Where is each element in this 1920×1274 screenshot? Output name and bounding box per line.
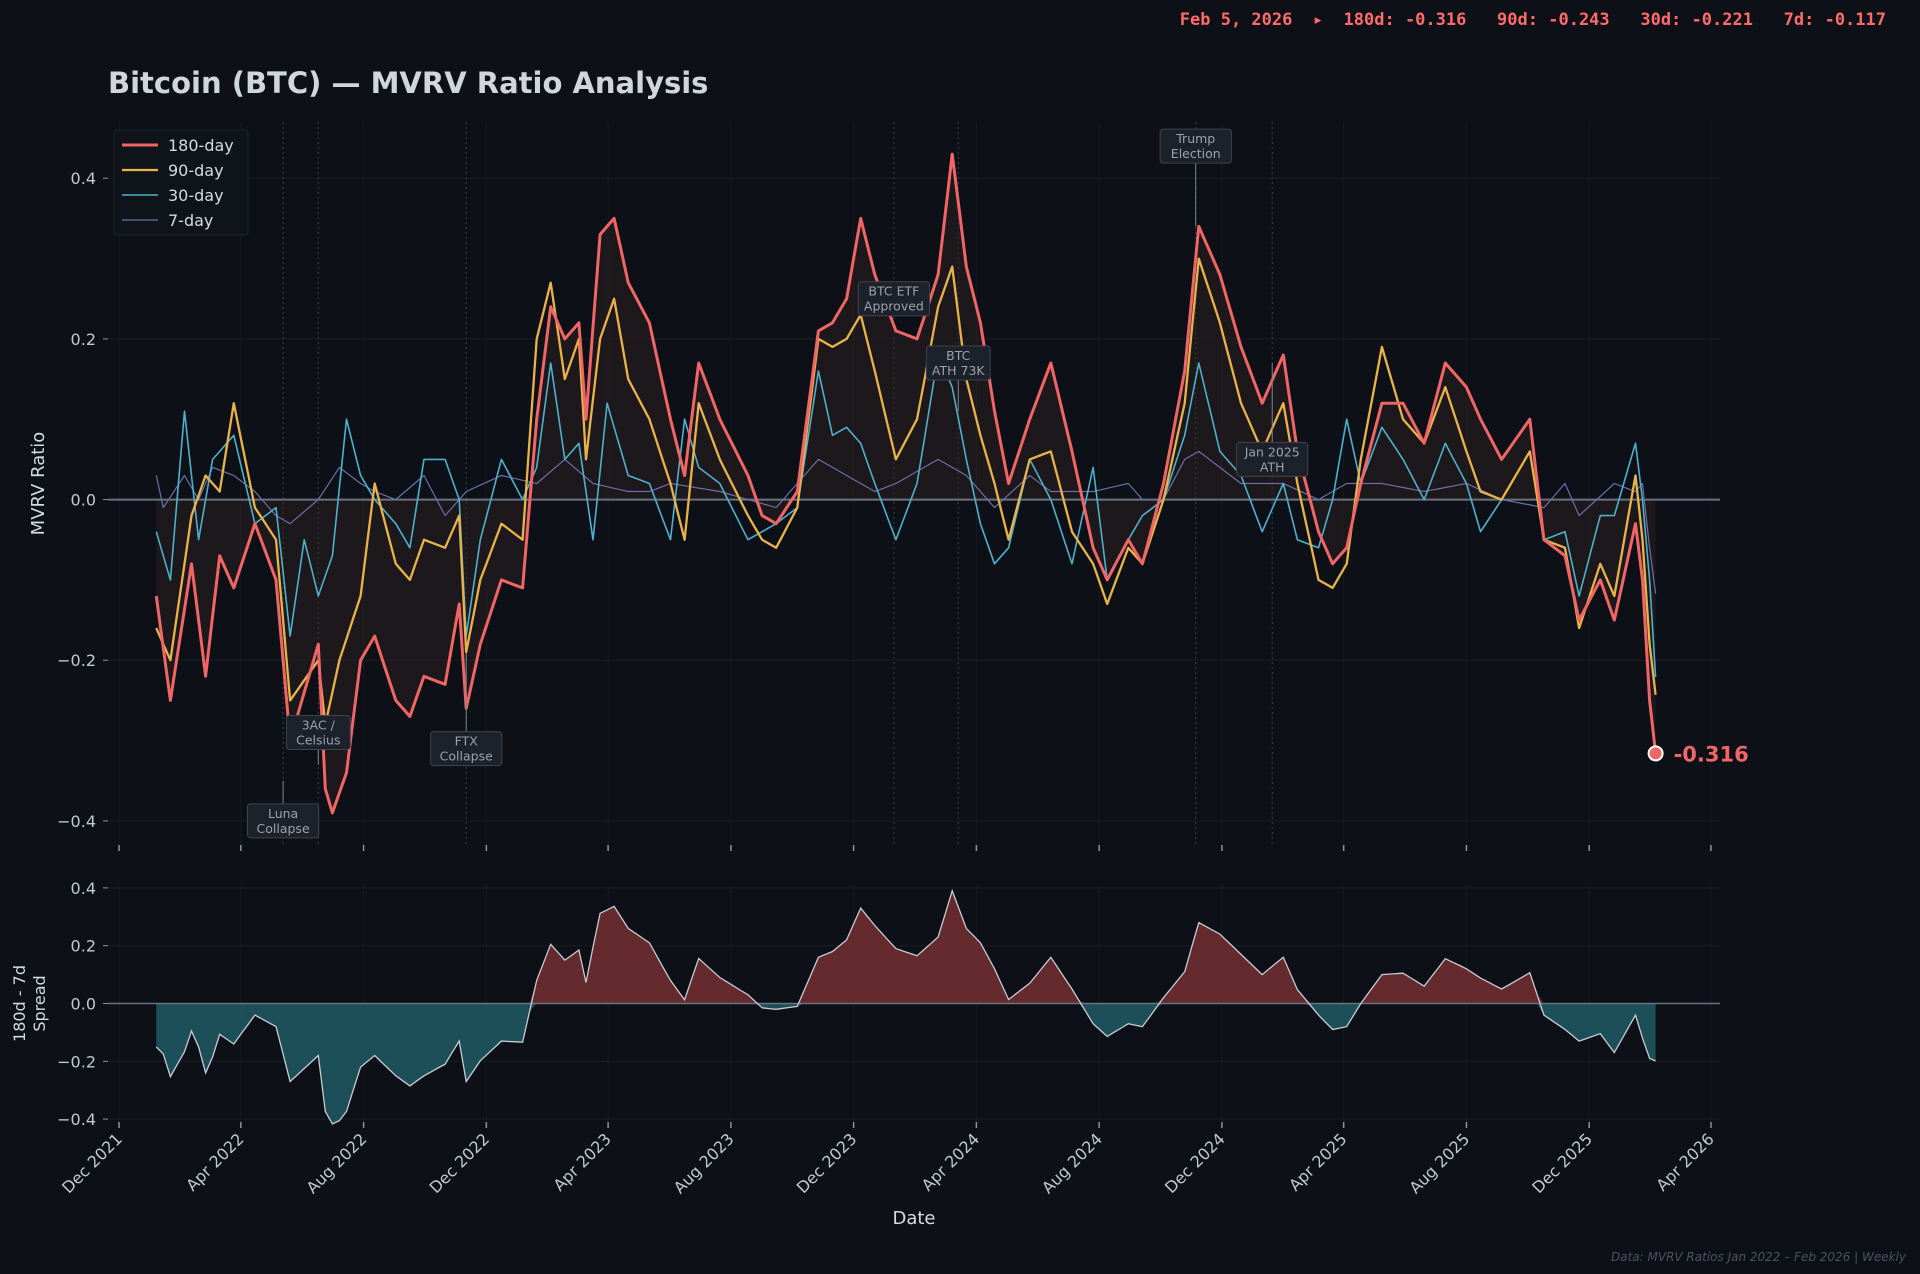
xtick-label: Dec 2021 — [58, 1129, 126, 1197]
xtick-label: Dec 2022 — [425, 1129, 493, 1197]
series-line-7d — [155, 450, 1657, 594]
xtick-label: Aug 2025 — [1405, 1129, 1473, 1197]
spread-ytick-label: −0.4 — [57, 1110, 96, 1129]
spread-panel: −0.4 −0.2 0.0 0.2 0.4 Dec 2021 Apr 2022 Aug 202… — [10, 879, 1720, 1229]
main-ylabel: MVRV Ratio — [28, 432, 49, 536]
spread-ytick-label: −0.2 — [57, 1052, 96, 1071]
spread-line — [155, 888, 1656, 1125]
legend: 180-day 90-day 30-day 7-day — [113, 129, 249, 236]
event-label-text: Collapse — [257, 821, 310, 836]
event-label-box — [857, 281, 930, 317]
main-ytick-label: −0.2 — [57, 651, 96, 670]
xtick-label: Apr 2022 — [182, 1129, 247, 1194]
event-label-text: 3AC / — [302, 718, 336, 733]
event-annotation: 3AC /Celsius — [285, 715, 351, 765]
event-label-text: ATH — [1260, 459, 1285, 474]
series-line-180d — [154, 152, 1658, 815]
main-ytick-label: 0.4 — [71, 169, 96, 188]
xtick-label: Dec 2024 — [1161, 1129, 1229, 1197]
xtick-label: Apr 2024 — [918, 1129, 983, 1194]
series-line-90d — [155, 257, 1657, 726]
event-label-box — [925, 345, 991, 381]
event-label-text: Luna — [268, 806, 298, 821]
spread-negative-area — [156, 1003, 1656, 1124]
main-ytick-label: 0.2 — [71, 330, 96, 349]
xtick-label: Aug 2023 — [670, 1129, 738, 1197]
event-label-box — [1159, 128, 1232, 164]
xtick-label: Apr 2026 — [1652, 1129, 1717, 1194]
legend-box — [113, 129, 249, 236]
data-source-note: Data: MVRV Ratios Jan 2022 – Feb 2026 | … — [1611, 1250, 1906, 1264]
legend-label-90d: 90-day — [168, 161, 224, 180]
legend-label-180d: 180-day — [168, 136, 234, 155]
event-label-text: Election — [1171, 146, 1221, 161]
spread-ytick-label: 0.0 — [71, 995, 96, 1014]
event-label-text: Jan 2025 — [1244, 444, 1300, 459]
spread-ytick-label: 0.2 — [71, 937, 96, 956]
xlabel: Date — [892, 1208, 935, 1229]
event-label-text: ATH 73K — [932, 363, 985, 378]
end-marker-label: -0.316 — [1674, 742, 1749, 766]
event-label-text: FTX — [455, 734, 479, 749]
end-marker-dot — [1647, 745, 1664, 762]
xtick-label: Aug 2024 — [1038, 1129, 1106, 1197]
xtick-label: Apr 2025 — [1285, 1129, 1350, 1194]
spread-ylabel-line1: 180d - 7d — [10, 965, 29, 1042]
xtick-label: Dec 2025 — [1528, 1129, 1596, 1197]
event-label-text: BTC — [946, 348, 970, 363]
legend-label-7d: 7-day — [168, 211, 213, 230]
event-label-box — [285, 715, 351, 751]
xtick-label: Apr 2023 — [550, 1129, 615, 1194]
legend-label-30d: 30-day — [168, 186, 224, 205]
event-label-box — [1236, 441, 1309, 477]
event-label-box — [430, 731, 503, 767]
main-ytick-label: −0.4 — [57, 812, 96, 831]
spread-ytick-label: 0.4 — [71, 879, 96, 898]
spread-ylabel-line2: Spread — [30, 975, 49, 1031]
event-label-text: Celsius — [296, 733, 340, 748]
event-label-text: Trump — [1175, 131, 1215, 146]
main-plot-area — [108, 122, 1720, 845]
event-label-text: Collapse — [440, 749, 493, 764]
event-label-text: BTC ETF — [868, 284, 919, 299]
xtick-label: Dec 2023 — [793, 1129, 861, 1197]
event-label-text: Approved — [864, 299, 924, 314]
mvrv-180d-fill — [156, 154, 1656, 813]
chart-title: Bitcoin (BTC) — MVRV Ratio Analysis — [108, 66, 709, 100]
series-line-30d — [155, 354, 1657, 678]
main-ytick-label: 0.0 — [71, 491, 96, 510]
event-label-box — [246, 803, 320, 839]
xtick-label: Aug 2022 — [302, 1129, 370, 1197]
spread-positive-area — [156, 890, 1656, 1004]
header-stats: Feb 5, 2026 ▸ 180d: -0.316 90d: -0.243 3… — [1179, 10, 1886, 30]
